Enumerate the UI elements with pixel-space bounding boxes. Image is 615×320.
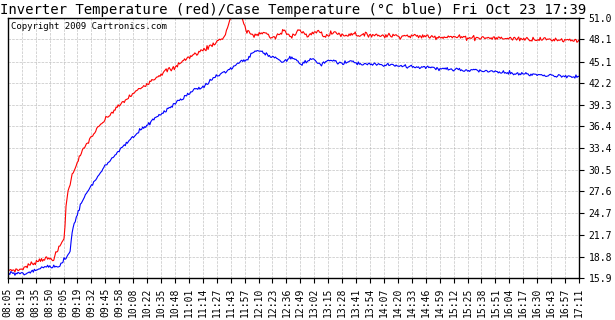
Text: Copyright 2009 Cartronics.com: Copyright 2009 Cartronics.com	[10, 22, 167, 31]
Title: Inverter Temperature (red)/Case Temperature (°C blue) Fri Oct 23 17:39: Inverter Temperature (red)/Case Temperat…	[0, 3, 587, 17]
